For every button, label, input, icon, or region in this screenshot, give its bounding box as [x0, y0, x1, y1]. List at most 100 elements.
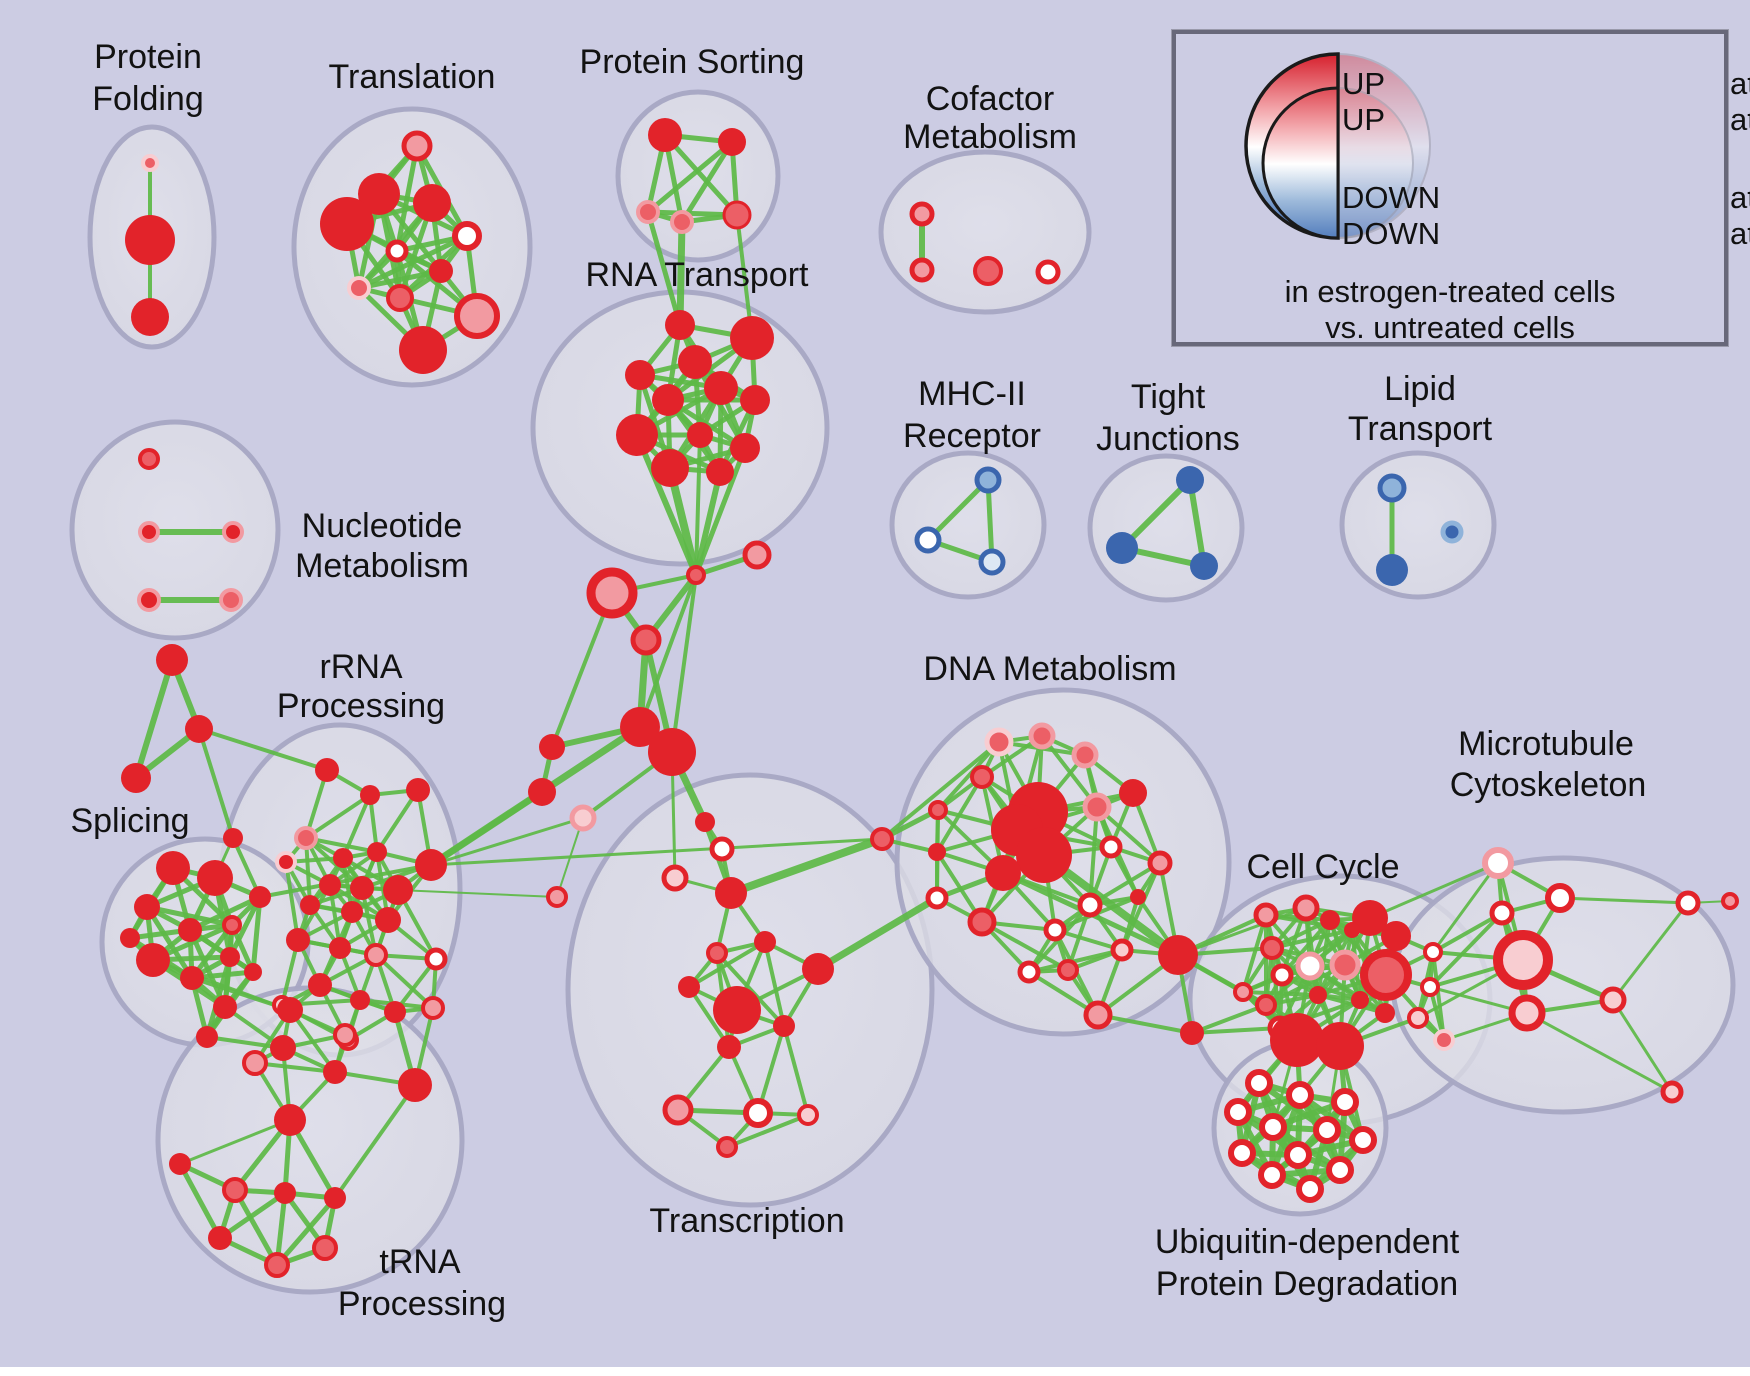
network-node-12	[454, 293, 500, 339]
network-edge	[925, 477, 991, 543]
cluster-label-trna-processing: Processing	[338, 1285, 506, 1323]
cluster-label-nucleotide-metabolism: Metabolism	[295, 547, 469, 585]
network-node-76	[383, 875, 413, 905]
network-node-7	[452, 221, 482, 251]
network-node-181	[1420, 977, 1440, 997]
network-node-129	[716, 1136, 738, 1158]
legend-caption-line1: in estrogen-treated cells	[1284, 274, 1616, 309]
network-node-42	[1376, 554, 1408, 586]
network-edge	[936, 740, 1001, 812]
network-edge	[1316, 993, 1387, 1015]
network-node-16	[636, 200, 660, 224]
network-edge	[1431, 911, 1504, 954]
cluster-label-protein-folding: Protein	[94, 38, 202, 76]
cluster-label-mhc-ii-receptor: MHC-II	[918, 375, 1026, 413]
network-node-174	[1482, 847, 1514, 879]
network-node-67	[360, 785, 380, 805]
network-node-89	[421, 996, 445, 1020]
legend-row-down-24: DOWN at 24 hrs	[1342, 216, 1750, 252]
network-edge	[880, 740, 1001, 841]
cluster-label-lipid-transport: Transport	[1348, 410, 1493, 448]
network-edge	[1525, 1011, 1674, 1094]
network-edge	[250, 894, 263, 975]
network-edge	[645, 139, 735, 215]
network-edge	[679, 139, 735, 225]
network-edge	[1558, 896, 1690, 905]
network-node-52	[223, 828, 243, 848]
legend-time-label: at 12 hrs	[1730, 102, 1750, 137]
network-node-9	[429, 259, 453, 283]
network-node-162	[1320, 910, 1340, 930]
network-node-157	[1260, 936, 1284, 960]
network-node-81	[329, 937, 351, 959]
network-node-146	[967, 907, 997, 937]
cluster-ellipse-cofactor-metabolism	[878, 149, 1092, 315]
network-edge	[634, 432, 699, 578]
network-node-159	[1255, 994, 1277, 1016]
network-node-57	[222, 915, 242, 935]
network-node-97	[169, 1153, 191, 1175]
network-edge	[756, 1024, 786, 1115]
network-node-46	[222, 521, 244, 543]
network-node-83	[364, 943, 388, 967]
network-node-61	[180, 966, 204, 990]
cluster-label-trna-processing: tRNA	[379, 1243, 461, 1281]
network-node-56	[178, 918, 202, 942]
network-node-170	[1233, 982, 1253, 1002]
network-node-102	[312, 1235, 338, 1261]
network-node-132	[1071, 741, 1099, 769]
network-edge	[985, 477, 995, 565]
network-node-29	[651, 449, 689, 487]
network-node-190	[1224, 1098, 1252, 1126]
network-node-44	[138, 448, 160, 470]
network-node-149	[1057, 959, 1079, 981]
network-node-192	[1313, 1116, 1341, 1144]
network-node-120	[802, 953, 834, 985]
network-edge	[375, 788, 420, 854]
network-node-37	[978, 548, 1006, 576]
network-node-79	[375, 907, 401, 933]
cluster-label-cell-cycle: Cell Cycle	[1246, 848, 1399, 886]
network-edge	[676, 218, 686, 329]
network-node-85	[350, 990, 370, 1010]
network-edge	[284, 860, 300, 942]
network-node-45	[138, 521, 160, 543]
network-node-99	[274, 1182, 296, 1204]
legend-box: UP at 24 hrs UP at 12 hrs DOWN at 12 hrs DO…	[1172, 30, 1750, 346]
network-node-158	[1270, 963, 1294, 987]
network-node-93	[270, 1035, 296, 1061]
network-node-134	[928, 800, 948, 820]
network-node-86	[384, 1001, 406, 1023]
network-node-75	[350, 876, 374, 900]
network-edge	[197, 727, 235, 840]
network-node-135	[1119, 779, 1147, 807]
cluster-label-mhc-ii-receptor: Receptor	[903, 417, 1041, 455]
network-node-123	[713, 986, 761, 1034]
network-node-33	[973, 256, 1003, 286]
network-edge	[814, 894, 941, 973]
network-edge	[374, 953, 435, 1010]
network-edge	[727, 835, 886, 897]
cluster-ellipse-mhc-ii-receptor	[889, 450, 1047, 600]
network-edge	[217, 1190, 288, 1241]
cluster-label-protein-folding: Folding	[92, 80, 204, 118]
network-node-175	[1545, 883, 1575, 913]
cluster-label-lipid-transport: Lipid	[1384, 370, 1456, 408]
network-edge	[1316, 918, 1332, 997]
network-edge	[1431, 861, 1500, 954]
network-node-11	[386, 284, 414, 312]
network-node-139	[1016, 827, 1072, 883]
network-edge	[197, 727, 329, 772]
cluster-label-tight-junctions: Tight	[1131, 378, 1206, 416]
network-edge	[662, 132, 740, 218]
network-node-55	[134, 894, 160, 920]
cluster-label-protein-sorting: Protein Sorting	[580, 43, 805, 81]
network-edge	[1187, 477, 1207, 569]
network-node-24	[652, 384, 684, 416]
network-node-140	[928, 843, 946, 861]
network-edge	[178, 1118, 292, 1166]
network-node-59	[120, 928, 140, 948]
network-edge	[1053, 928, 1124, 952]
network-edge	[429, 816, 585, 867]
